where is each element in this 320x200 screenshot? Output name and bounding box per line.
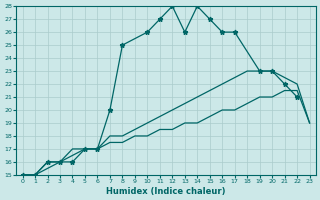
X-axis label: Humidex (Indice chaleur): Humidex (Indice chaleur) (106, 187, 226, 196)
